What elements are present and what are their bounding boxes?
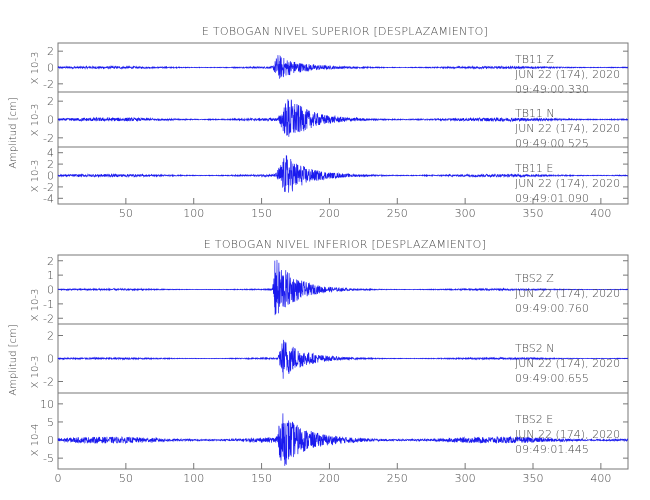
- scale-label: X 10-4: [30, 424, 41, 457]
- upper-x-axis: 50 100 150 200 250 300 350 400: [119, 198, 611, 220]
- y-tick-label: 5: [47, 416, 54, 429]
- channel-label: TBS2 N: [515, 342, 554, 355]
- trace-tb11-z: [57, 55, 629, 79]
- channel-label: TB11 Z: [515, 53, 554, 66]
- x-tick-label: 150: [251, 472, 272, 485]
- channel-label: TB11 E: [515, 162, 553, 175]
- date-label: JUN 22 (174), 2020: [515, 287, 620, 300]
- lower-amplitude-label: Amplitud [cm]: [8, 324, 19, 395]
- scale-label: X 10-3: [30, 160, 41, 193]
- plot-frame: [57, 392, 629, 470]
- upper-panel-3: 420-2-4 X 10-3 TB11 E JUN 22 (174), 2020…: [30, 146, 629, 205]
- scale-label: X 10-3: [30, 356, 41, 389]
- time-label: 09:49:01.090: [515, 192, 589, 205]
- y-tick-label: -1: [43, 298, 54, 311]
- y-ticks: 420-2-4: [43, 147, 628, 205]
- y-tick-label: -2: [43, 181, 54, 194]
- x-tick-label: 50: [119, 207, 133, 220]
- x-tick-label: 0: [55, 472, 62, 485]
- y-tick-label: 0: [47, 114, 54, 127]
- trace-tb11-e: [57, 155, 629, 193]
- channel-label: TBS2 E: [515, 413, 553, 426]
- scale-label: X 10-3: [30, 52, 41, 85]
- x-tick-label: 200: [319, 207, 340, 220]
- lower-chart-title: E TOBOGAN NIVEL INFERIOR [DESPLAZAMIENTO…: [204, 238, 486, 251]
- y-tick-label: 0: [47, 170, 54, 183]
- date-label: JUN 22 (174), 2020: [515, 122, 620, 135]
- upper-panel-1: 2 0 -2 X 10-3 TB11 Z JUN 22 (174), 2020 09…: [30, 42, 629, 96]
- y-tick-label: 2: [47, 95, 54, 108]
- x-tick-label: 50: [119, 472, 133, 485]
- y-tick-label: -2: [43, 376, 54, 389]
- y-tick-label: 4: [47, 147, 54, 160]
- upper-amplitude-label: Amplitud [cm]: [8, 97, 19, 168]
- y-tick-label: 2: [47, 158, 54, 171]
- channel-label: TBS2 Z: [515, 272, 554, 285]
- y-ticks: 10 5 0 -5: [40, 398, 628, 465]
- date-label: JUN 22 (174), 2020: [515, 68, 620, 81]
- trace-tbs2-n: [57, 339, 629, 379]
- x-tick-label: 350: [523, 207, 544, 220]
- trace-tbs2-z: [57, 259, 629, 316]
- lower-panel-2: 2 0 -2 X 10-3 TBS2 N JUN 22 (174), 2020 09…: [30, 323, 629, 394]
- y-tick-label: 10: [40, 398, 54, 411]
- y-tick-label: 0: [47, 62, 54, 75]
- y-tick-label: 1: [47, 269, 54, 282]
- upper-chart-title: E TOBOGAN NIVEL SUPERIOR [DESPLAZAMIENTO…: [202, 25, 488, 38]
- channel-label: TB11 N: [515, 107, 555, 120]
- scale-label: X 10-3: [30, 104, 41, 137]
- x-tick-label: 250: [387, 207, 408, 220]
- time-label: 09:49:00.330: [515, 83, 589, 96]
- lower-panel-1: 21 0-1-2 X 10-3 TBS2 Z JUN 22 (174), 2020…: [30, 254, 629, 325]
- x-tick-label: 400: [590, 207, 611, 220]
- x-tick-label: 350: [523, 472, 544, 485]
- trace-tbs2-e: [57, 413, 629, 466]
- y-tick-label: 2: [47, 330, 54, 343]
- y-tick-label: 0: [47, 353, 54, 366]
- y-tick-label: 2: [47, 45, 54, 58]
- y-tick-label: 0: [47, 434, 54, 447]
- scale-label: X 10-3: [30, 289, 41, 322]
- time-label: 09:49:00.760: [515, 302, 589, 315]
- time-label: 09:49:00.655: [515, 372, 589, 385]
- date-label: JUN 22 (174), 2020: [515, 428, 620, 441]
- x-tick-label: 200: [319, 472, 340, 485]
- lower-x-axis: 0 50 100 150 200 250 300 350 400: [55, 463, 611, 485]
- date-label: JUN 22 (174), 2020: [515, 177, 620, 190]
- y-tick-label: -5: [43, 452, 54, 465]
- y-tick-label: -2: [43, 312, 54, 325]
- x-tick-label: 150: [251, 207, 272, 220]
- upper-chart: E TOBOGAN NIVEL SUPERIOR [DESPLAZAMIENTO…: [8, 25, 629, 220]
- upper-panel-2: 2 0 -2 X 10-3 TB11 N JUN 22 (174), 2020 09…: [30, 91, 629, 150]
- x-tick-label: 250: [387, 472, 408, 485]
- x-tick-label: 300: [455, 207, 476, 220]
- x-tick-label: 400: [590, 472, 611, 485]
- y-tick-label: -2: [43, 132, 54, 145]
- x-tick-label: 100: [183, 207, 204, 220]
- trace-tb11-n: [57, 99, 629, 137]
- y-tick-label: -4: [43, 192, 54, 205]
- date-label: JUN 22 (174), 2020: [515, 357, 620, 370]
- y-tick-label: -2: [43, 78, 54, 91]
- y-tick-label: 0: [47, 284, 54, 297]
- x-tick-label: 100: [183, 472, 204, 485]
- x-tick-label: 300: [455, 472, 476, 485]
- y-tick-label: 2: [47, 255, 54, 268]
- time-label: 09:49:01.445: [515, 443, 589, 456]
- time-label: 09:49:00.525: [515, 137, 589, 150]
- lower-chart: E TOBOGAN NIVEL INFERIOR [DESPLAZAMIENTO…: [8, 238, 629, 485]
